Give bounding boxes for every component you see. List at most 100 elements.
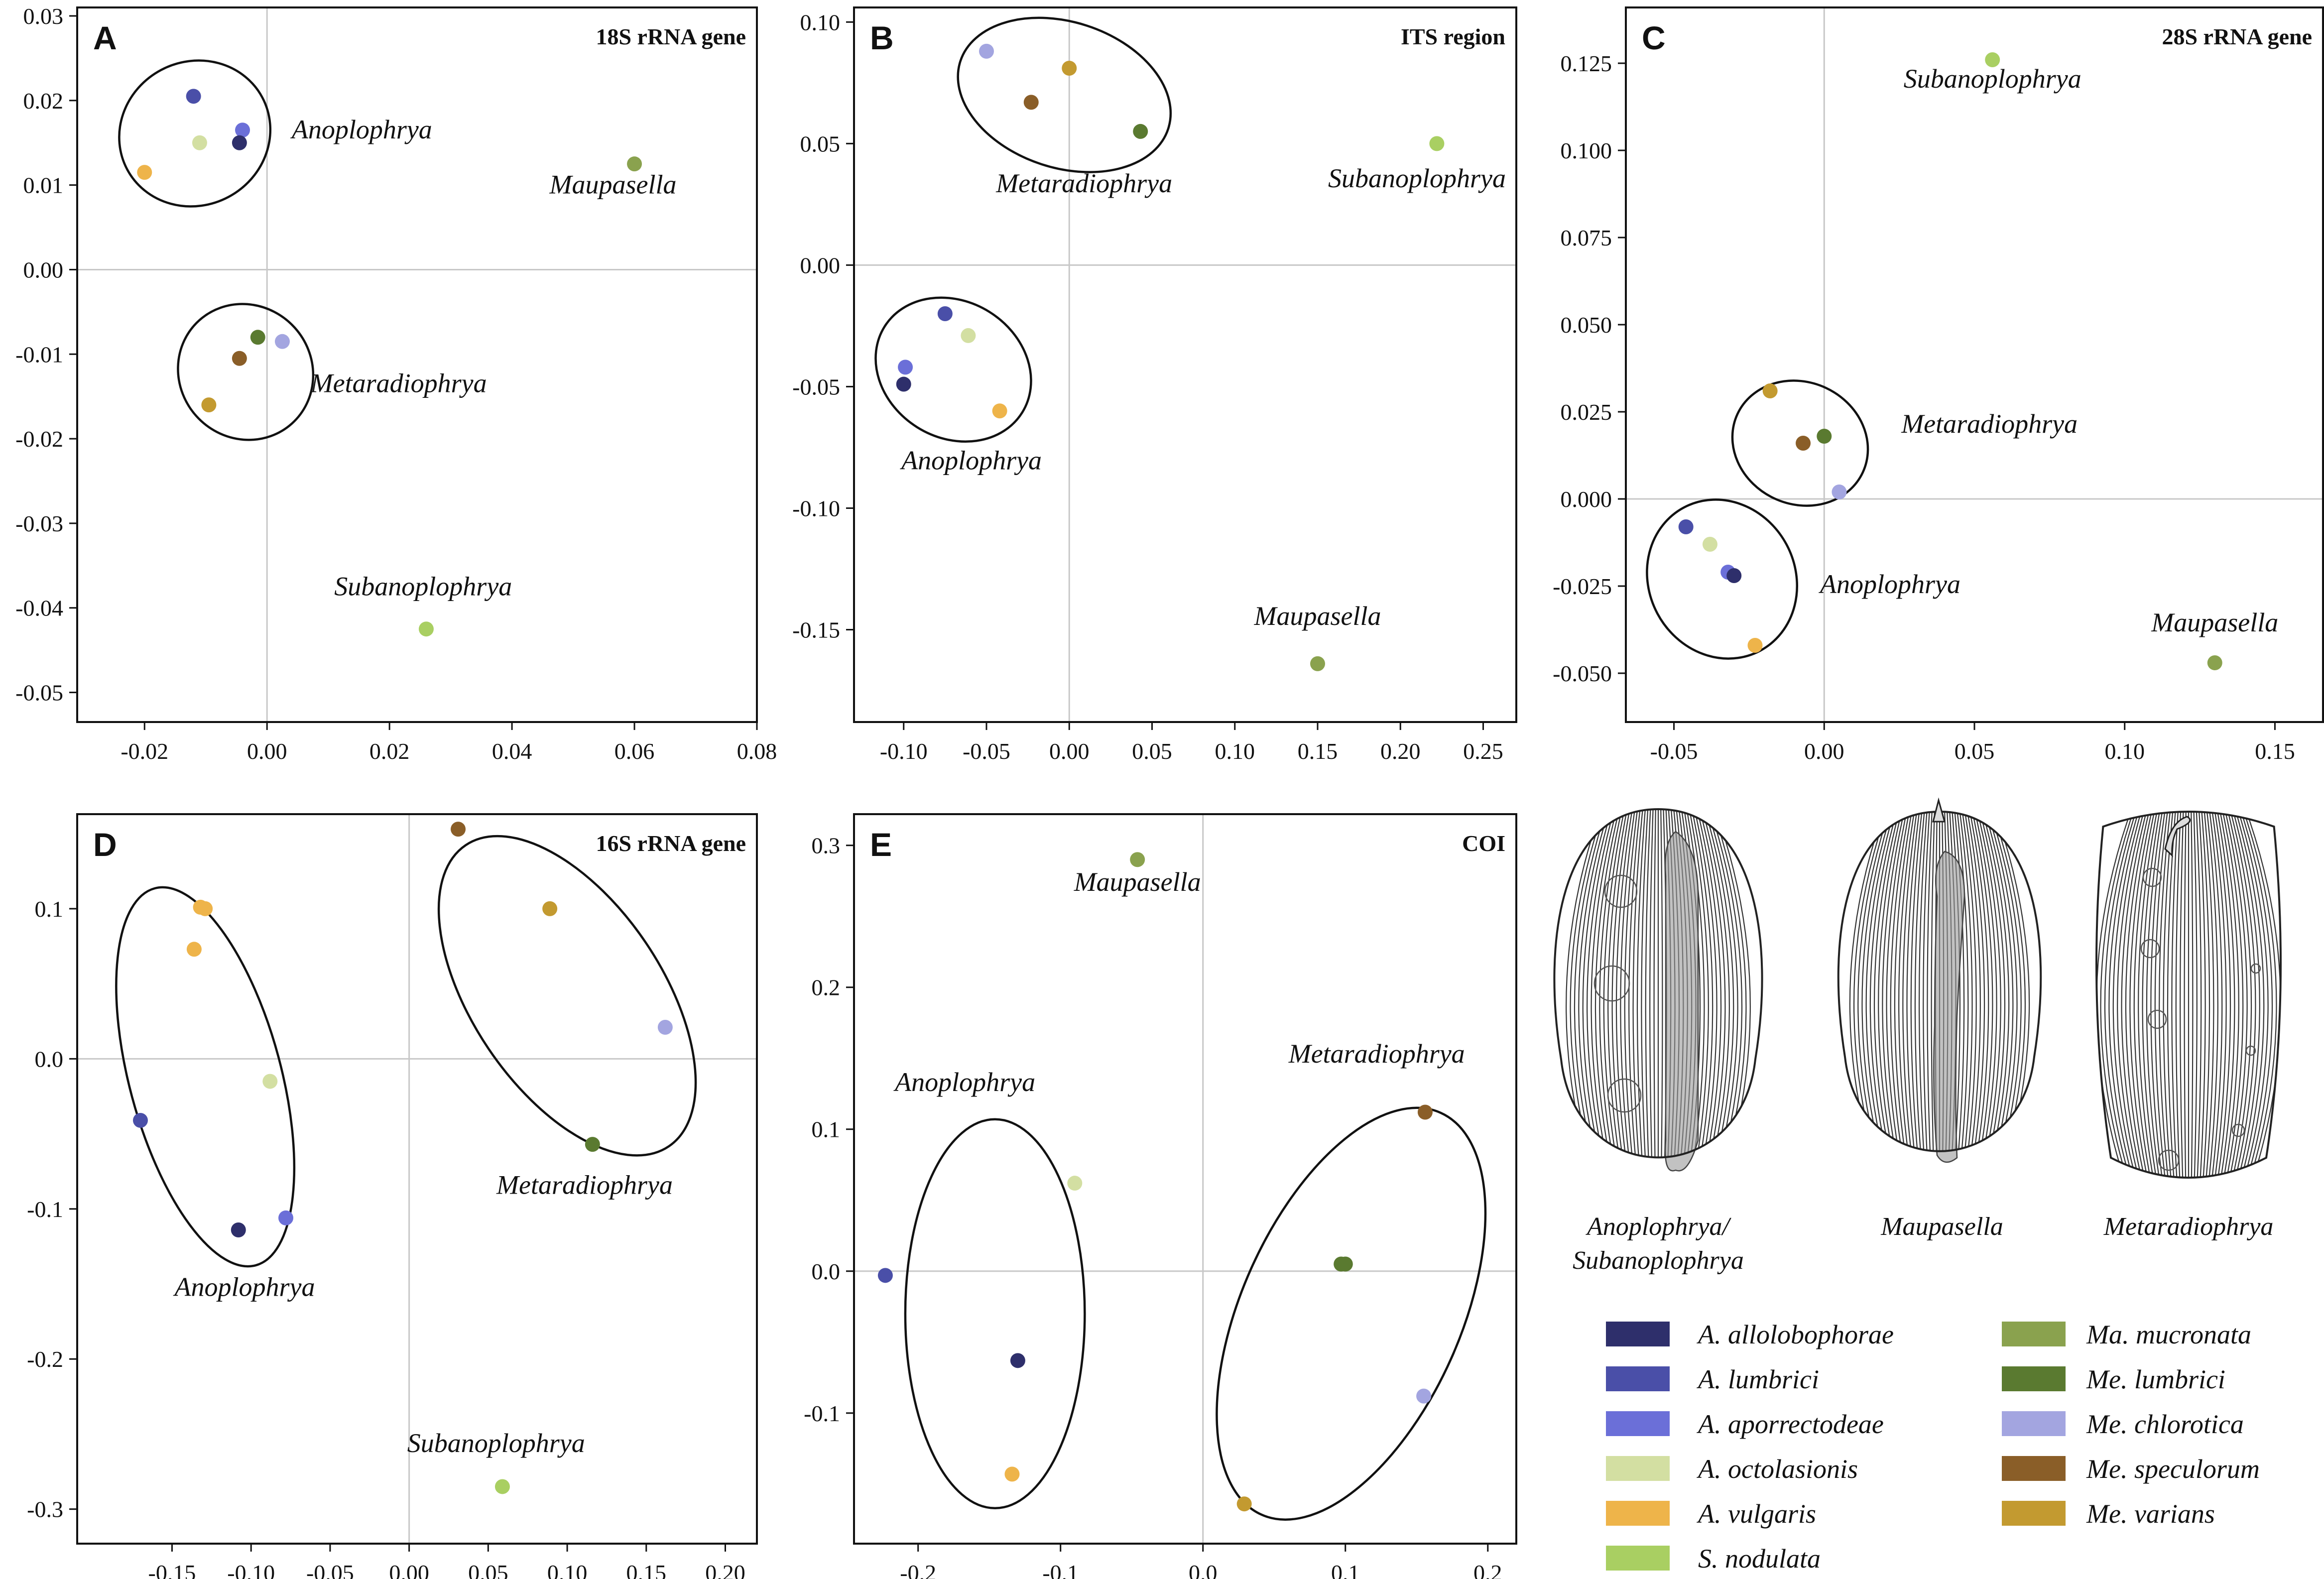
point-me-varians xyxy=(201,397,217,413)
legend-label-ma-mucronata: Ma. mucronata xyxy=(2086,1320,2251,1349)
cluster-ellipse xyxy=(1731,379,1869,507)
y-tick-label: 0.050 xyxy=(1561,312,1612,338)
genus-label-maupasella: Maupasella xyxy=(1254,601,1381,631)
vacuole xyxy=(2231,1123,2245,1137)
y-tick-label: -0.01 xyxy=(15,342,63,367)
point-a-lumbrici xyxy=(186,89,201,104)
point-me-lumbrici xyxy=(585,1137,600,1152)
genus-label-anoplophrya: Anoplophrya xyxy=(290,115,432,144)
legend-swatch-a-octolasionis xyxy=(1606,1456,1670,1481)
point-a-allolobophorae xyxy=(231,1222,246,1237)
legend-swatch-a-vulgaris xyxy=(1606,1501,1670,1526)
x-tick-label: 0.15 xyxy=(2255,738,2295,764)
y-tick-label: -0.2 xyxy=(27,1346,63,1372)
legend-label-me-speculorum: Me. speculorum xyxy=(2086,1454,2260,1484)
legend-label-a-octolasionis: A. octolasionis xyxy=(1697,1454,1858,1484)
genus-label-anoplophrya: Anoplophrya xyxy=(900,445,1042,475)
point-a-vulgaris xyxy=(137,165,152,180)
x-tick-label: 0.15 xyxy=(626,1560,667,1579)
anterior-spine xyxy=(2164,816,2191,857)
legend-label-a-lumbrici: A. lumbrici xyxy=(1697,1364,1819,1394)
x-tick-label: 0.05 xyxy=(468,1560,508,1579)
x-tick-label: -0.05 xyxy=(306,1560,354,1579)
y-tick-label: -0.1 xyxy=(804,1401,840,1426)
y-tick-label: -0.05 xyxy=(15,680,63,706)
genus-label-anoplophrya: Anoplophrya xyxy=(1819,569,1960,599)
genus-label-metaradiophrya: Metaradiophrya xyxy=(1901,409,2078,439)
x-tick-label: 0.00 xyxy=(1804,738,1844,764)
cluster-ellipse xyxy=(904,1118,1086,1509)
vacuole xyxy=(2245,1045,2256,1056)
legend-label-a-vulgaris: A. vulgaris xyxy=(1697,1499,1816,1529)
genus-label-maupasella: Maupasella xyxy=(549,170,677,200)
point-a-octolasionis xyxy=(961,328,976,343)
point-me-speculorum xyxy=(1417,1104,1433,1120)
point-a-lumbrici xyxy=(1678,519,1694,534)
y-tick-label: 0.00 xyxy=(23,257,64,282)
point-me-speculorum xyxy=(451,822,466,837)
panel-letter: C xyxy=(1642,19,1666,56)
point-a-vulgaris xyxy=(1004,1466,1020,1482)
point-s-nodulata xyxy=(1985,52,2000,67)
cluster-ellipse xyxy=(1216,1106,1487,1521)
cluster-ellipse xyxy=(437,835,697,1157)
legend-swatch-me-speculorum xyxy=(2002,1456,2066,1481)
point-s-nodulata xyxy=(1429,136,1445,151)
plot-frame xyxy=(76,813,758,1545)
x-tick-label: -0.1 xyxy=(1042,1560,1079,1579)
point-me-lumbrici xyxy=(1133,123,1148,139)
cell-striations xyxy=(1566,809,1751,1158)
point-me-chlorotica xyxy=(1416,1388,1432,1404)
legend-label-me-lumbrici: Me. lumbrici xyxy=(2086,1364,2225,1394)
macronucleus xyxy=(1664,831,1699,1172)
point-a-aporrectodeae xyxy=(278,1210,294,1225)
vacuole xyxy=(2140,939,2160,959)
point-me-speculorum xyxy=(1023,95,1039,110)
genus-label-metaradiophrya: Metaradiophrya xyxy=(310,368,487,398)
genus-label-subanoplophrya: Subanoplophrya xyxy=(1328,163,1506,193)
y-tick-label: 0.125 xyxy=(1561,51,1612,76)
x-tick-label: -0.10 xyxy=(227,1560,275,1579)
vacuole xyxy=(2158,1149,2180,1171)
plot-frame xyxy=(76,6,758,723)
x-tick-label: -0.02 xyxy=(121,738,168,764)
y-tick-label: -0.10 xyxy=(792,495,840,521)
y-tick-label: -0.04 xyxy=(15,596,63,621)
caption-subanoplophrya: Subanoplophrya xyxy=(1573,1246,1744,1275)
point-ma-mucronata xyxy=(1310,656,1325,671)
x-tick-label: 0.1 xyxy=(1331,1560,1360,1579)
x-tick-label: -0.15 xyxy=(148,1560,196,1579)
legend-label-me-varians: Me. varians xyxy=(2086,1499,2215,1529)
point-a-octolasionis xyxy=(1702,537,1717,552)
x-tick-label: -0.2 xyxy=(900,1560,936,1579)
cell-outline xyxy=(1553,808,1763,1159)
point-a-aporrectodeae xyxy=(235,122,250,138)
y-tick-label: 0.01 xyxy=(23,173,64,198)
y-tick-label: 0.100 xyxy=(1561,138,1612,163)
y-tick-label: 0.1 xyxy=(812,1117,841,1142)
anterior-spine xyxy=(1932,797,1946,823)
point-ma-mucronata xyxy=(2207,655,2222,670)
point-a-lumbrici xyxy=(877,1268,893,1283)
cluster-ellipse xyxy=(115,886,296,1268)
cluster-ellipse xyxy=(874,296,1032,443)
plot-frame xyxy=(853,813,1517,1545)
legend-swatch-a-lumbrici xyxy=(1606,1366,1670,1391)
point-me-speculorum xyxy=(1796,436,1811,451)
cell-striations xyxy=(2096,812,2281,1178)
point-a-allolobophorae xyxy=(896,376,911,392)
x-tick-label: -0.05 xyxy=(963,738,1010,764)
point-a-aporrectodeae xyxy=(898,360,913,375)
point-a-allolobophorae xyxy=(1010,1353,1025,1368)
y-tick-label: 0.00 xyxy=(800,252,841,278)
vacuole xyxy=(1604,874,1638,908)
y-tick-label: 0.1 xyxy=(35,896,64,922)
panel-title: 28S rRNA gene xyxy=(2162,24,2312,49)
y-tick-label: -0.3 xyxy=(27,1497,63,1522)
y-tick-label: -0.050 xyxy=(1553,661,1612,686)
cell-outline xyxy=(2095,811,2282,1179)
vacuole xyxy=(2250,963,2261,974)
point-me-lumbrici xyxy=(1338,1256,1353,1272)
y-tick-label: 0.000 xyxy=(1561,486,1612,512)
x-tick-label: 0.2 xyxy=(1473,1560,1502,1579)
